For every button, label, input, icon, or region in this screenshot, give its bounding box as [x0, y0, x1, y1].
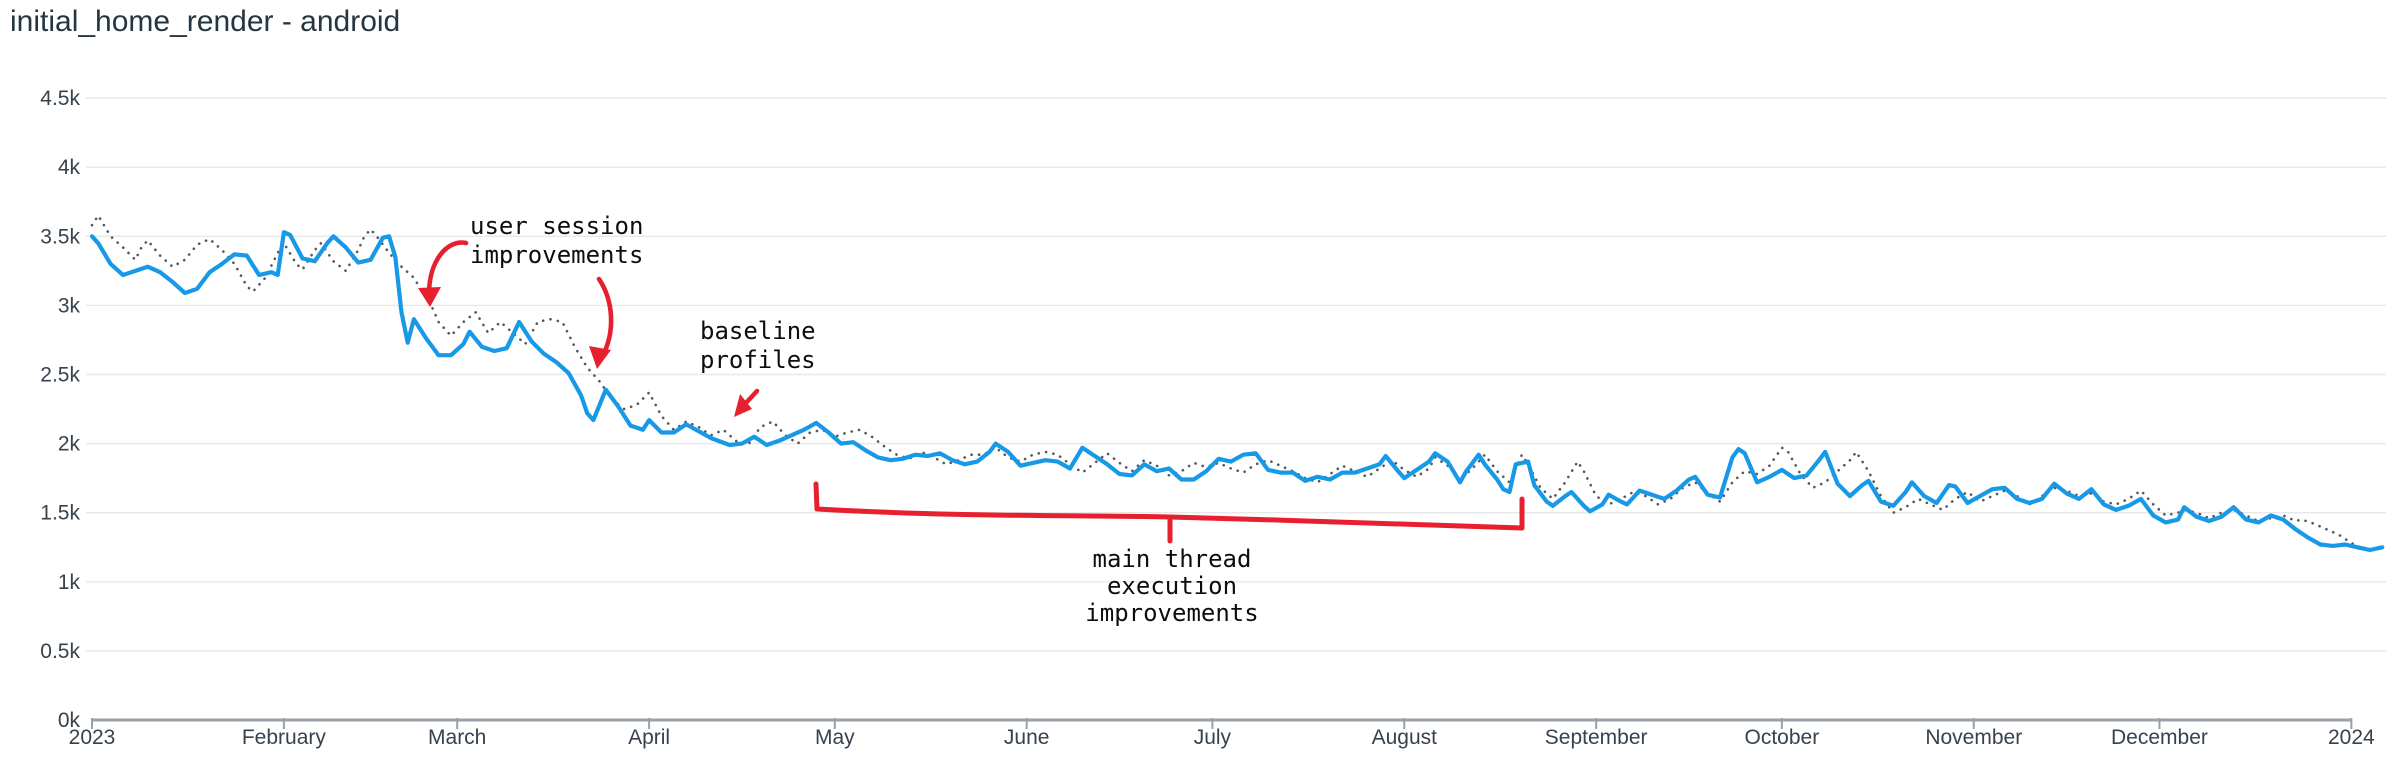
x-tick-label: October [1745, 726, 1820, 749]
x-tick-label: 2024 [2328, 726, 2375, 749]
x-tick-label: July [1194, 726, 1232, 749]
user-session-improvements-arrow [596, 276, 614, 360]
series-previous-line[interactable] [90, 214, 2384, 552]
y-tick-label: 4k [58, 156, 81, 179]
main-thread-execution-improvements-label: main thread execution improvements [1085, 545, 1258, 627]
x-tick-label: February [242, 726, 327, 749]
x-tick-label: August [1372, 726, 1438, 749]
y-tick-label: 3.5k [40, 225, 80, 248]
y-tick-label: 4.5k [40, 87, 80, 110]
x-tick-label: September [1545, 726, 1648, 749]
user-session-improvements-arrowhead-icon [418, 287, 441, 307]
y-tick-label: 0.5k [40, 640, 80, 663]
y-tick-label: 3k [58, 294, 81, 317]
x-tick-label: June [1004, 726, 1050, 749]
y-tick-label: 1.5k [40, 502, 80, 525]
y-tick-label: 2k [58, 433, 81, 456]
y-tick-label: 1k [58, 571, 81, 594]
chart-title: initial_home_render - android [10, 5, 401, 38]
x-tick-label: March [428, 726, 486, 749]
series-current-line[interactable] [89, 230, 2385, 553]
y-tick-label: 0k [58, 709, 81, 732]
y-tick-label: 2.5k [40, 364, 80, 387]
x-tick-label: December [2111, 726, 2208, 749]
user-session-improvements-label: user session improvements [470, 212, 643, 269]
user-session-improvements-arrowhead-icon [589, 346, 611, 369]
baseline-profiles-arrowhead-icon [734, 394, 752, 417]
user-session-improvements-arrow [426, 240, 469, 297]
x-tick-label: May [815, 726, 855, 749]
x-tick-label: 2023 [69, 726, 116, 749]
x-tick-label: November [1925, 726, 2022, 749]
main-thread-execution-improvements-bracket [813, 481, 1525, 544]
baseline-profiles-arrow [742, 388, 760, 407]
baseline-profiles-label: baseline profiles [700, 317, 816, 374]
x-tick-label: April [628, 726, 670, 749]
